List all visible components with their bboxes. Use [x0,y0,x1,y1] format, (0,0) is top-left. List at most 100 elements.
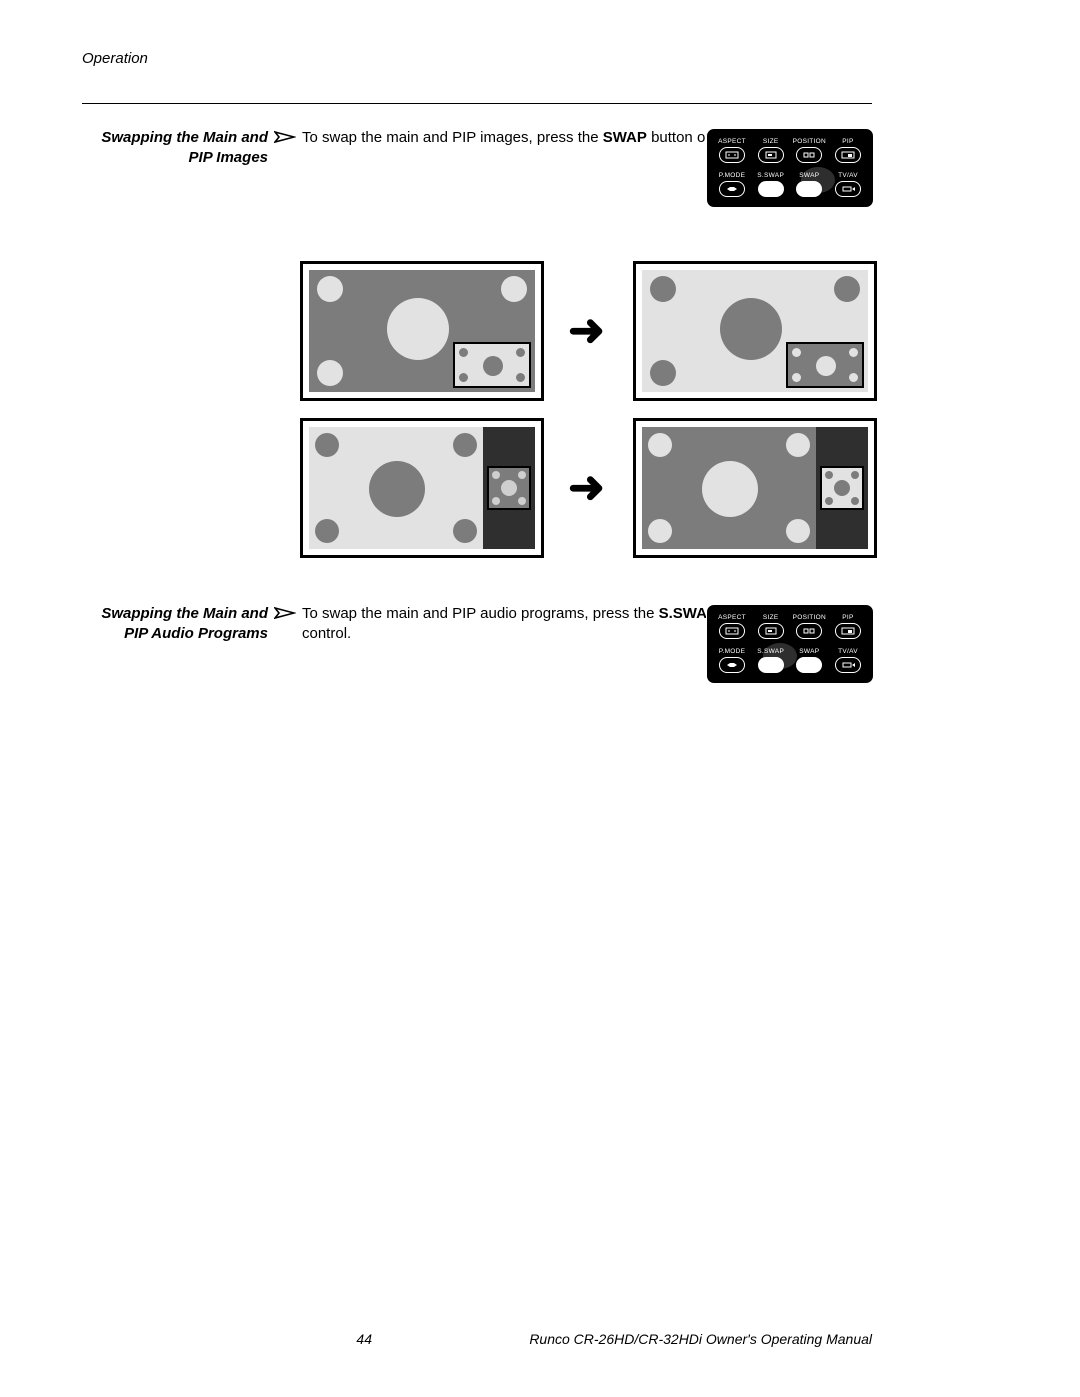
highlight-sswap-icon [763,643,797,669]
aspect-button[interactable] [719,147,745,163]
body-pre: To swap the main and PIP images, press t… [302,129,603,146]
dot-icon [851,497,859,505]
center-circle-icon [501,480,517,496]
screen-before-1 [300,261,544,401]
center-circle-icon [720,298,782,360]
dot-icon [453,519,477,543]
dot-icon [648,433,672,457]
section-title: Swapping the Main and PIP Audio Programs [82,604,274,645]
dot-icon [516,348,525,357]
position-button[interactable] [796,147,822,163]
dot-icon [786,433,810,457]
section-pointer-icon [274,604,302,645]
header-rule [82,103,872,104]
dot-icon [459,373,468,382]
swap-button[interactable] [796,657,822,673]
dot-icon [492,497,500,505]
remote-label: SIZE [763,614,779,621]
size-button[interactable] [758,147,784,163]
center-circle-icon [483,356,503,376]
dot-icon [453,433,477,457]
dot-icon [518,497,526,505]
dot-icon [317,360,343,386]
remote-label: TV/AV [838,172,858,179]
remote-label: PIP [842,614,853,621]
dot-icon [792,373,801,382]
pip-inset [820,466,864,510]
dot-icon [492,471,500,479]
remote-label: ASPECT [718,138,746,145]
remote-row-bottom: P.MODE S.SWAP SWAP TV/AV [713,167,867,201]
center-circle-icon [387,298,449,360]
main-area [309,427,483,549]
dot-icon [648,519,672,543]
dot-icon [825,471,833,479]
remote-row-top: ASPECT SIZE POSITION PIP [713,133,867,167]
screen-before-2 [300,418,544,558]
remote-label: P.MODE [719,648,746,655]
title-line-1: Swapping the Main and [101,605,268,622]
body-pre: To swap the main and PIP audio programs,… [302,605,659,622]
dot-icon [851,471,859,479]
pmode-button[interactable] [719,657,745,673]
pip-button[interactable] [835,623,861,639]
remote-row-top: ASPECT SIZE POSITION PIP [713,609,867,643]
dot-icon [650,360,676,386]
remote-label: SIZE [763,138,779,145]
dot-icon [825,497,833,505]
arrow-icon: ➜ [568,305,605,356]
dot-icon [849,373,858,382]
remote-label: POSITION [793,614,826,621]
pip-inset [487,466,531,510]
footer-text: Runco CR-26HD/CR-32HDi Owner's Operating… [442,1331,872,1347]
tvav-button[interactable] [835,657,861,673]
dot-icon [315,519,339,543]
page-footer: 44 Runco CR-26HD/CR-32HDi Owner's Operat… [82,1331,872,1347]
screen-after-2 [633,418,877,558]
main-area [309,270,535,392]
pip-inset [786,342,864,388]
remote-label: P.MODE [719,172,746,179]
center-circle-icon [702,461,758,517]
dot-icon [849,348,858,357]
size-button[interactable] [758,623,784,639]
tvav-button[interactable] [835,181,861,197]
main-area [642,427,816,549]
remote-label: POSITION [793,138,826,145]
pip-button[interactable] [835,147,861,163]
dot-icon [650,276,676,302]
position-button[interactable] [796,623,822,639]
section-title: Swapping the Main and PIP Images [82,128,274,169]
side-panel [483,427,535,549]
remote-label: ASPECT [718,614,746,621]
dot-icon [786,519,810,543]
remote-label: TV/AV [838,648,858,655]
title-line-1: Swapping the Main and [101,129,268,146]
side-panel [816,427,868,549]
dot-icon [501,276,527,302]
sswap-button[interactable] [758,181,784,197]
main-area [642,270,868,392]
center-circle-icon [816,356,836,376]
center-circle-icon [834,480,850,496]
remote-label: S.SWAP [757,172,784,179]
remote-label: PIP [842,138,853,145]
aspect-button[interactable] [719,623,745,639]
dot-icon [459,348,468,357]
remote-control-sswap: ASPECT SIZE POSITION PIP P.MODE S.SWAP S… [706,604,874,684]
pip-inset [453,342,531,388]
remote-control-swap: ASPECT SIZE POSITION PIP P.MODE S.SWAP S… [706,128,874,208]
section-pointer-icon [274,128,302,169]
page-header-section: Operation [82,50,148,67]
dot-icon [516,373,525,382]
page-number: 44 [82,1331,442,1347]
remote-label: SWAP [799,648,819,655]
dot-icon [317,276,343,302]
center-circle-icon [369,461,425,517]
dot-icon [518,471,526,479]
dot-icon [834,276,860,302]
dot-icon [315,433,339,457]
arrow-icon: ➜ [568,462,605,513]
pmode-button[interactable] [719,181,745,197]
body-bold: SWAP [603,129,647,146]
